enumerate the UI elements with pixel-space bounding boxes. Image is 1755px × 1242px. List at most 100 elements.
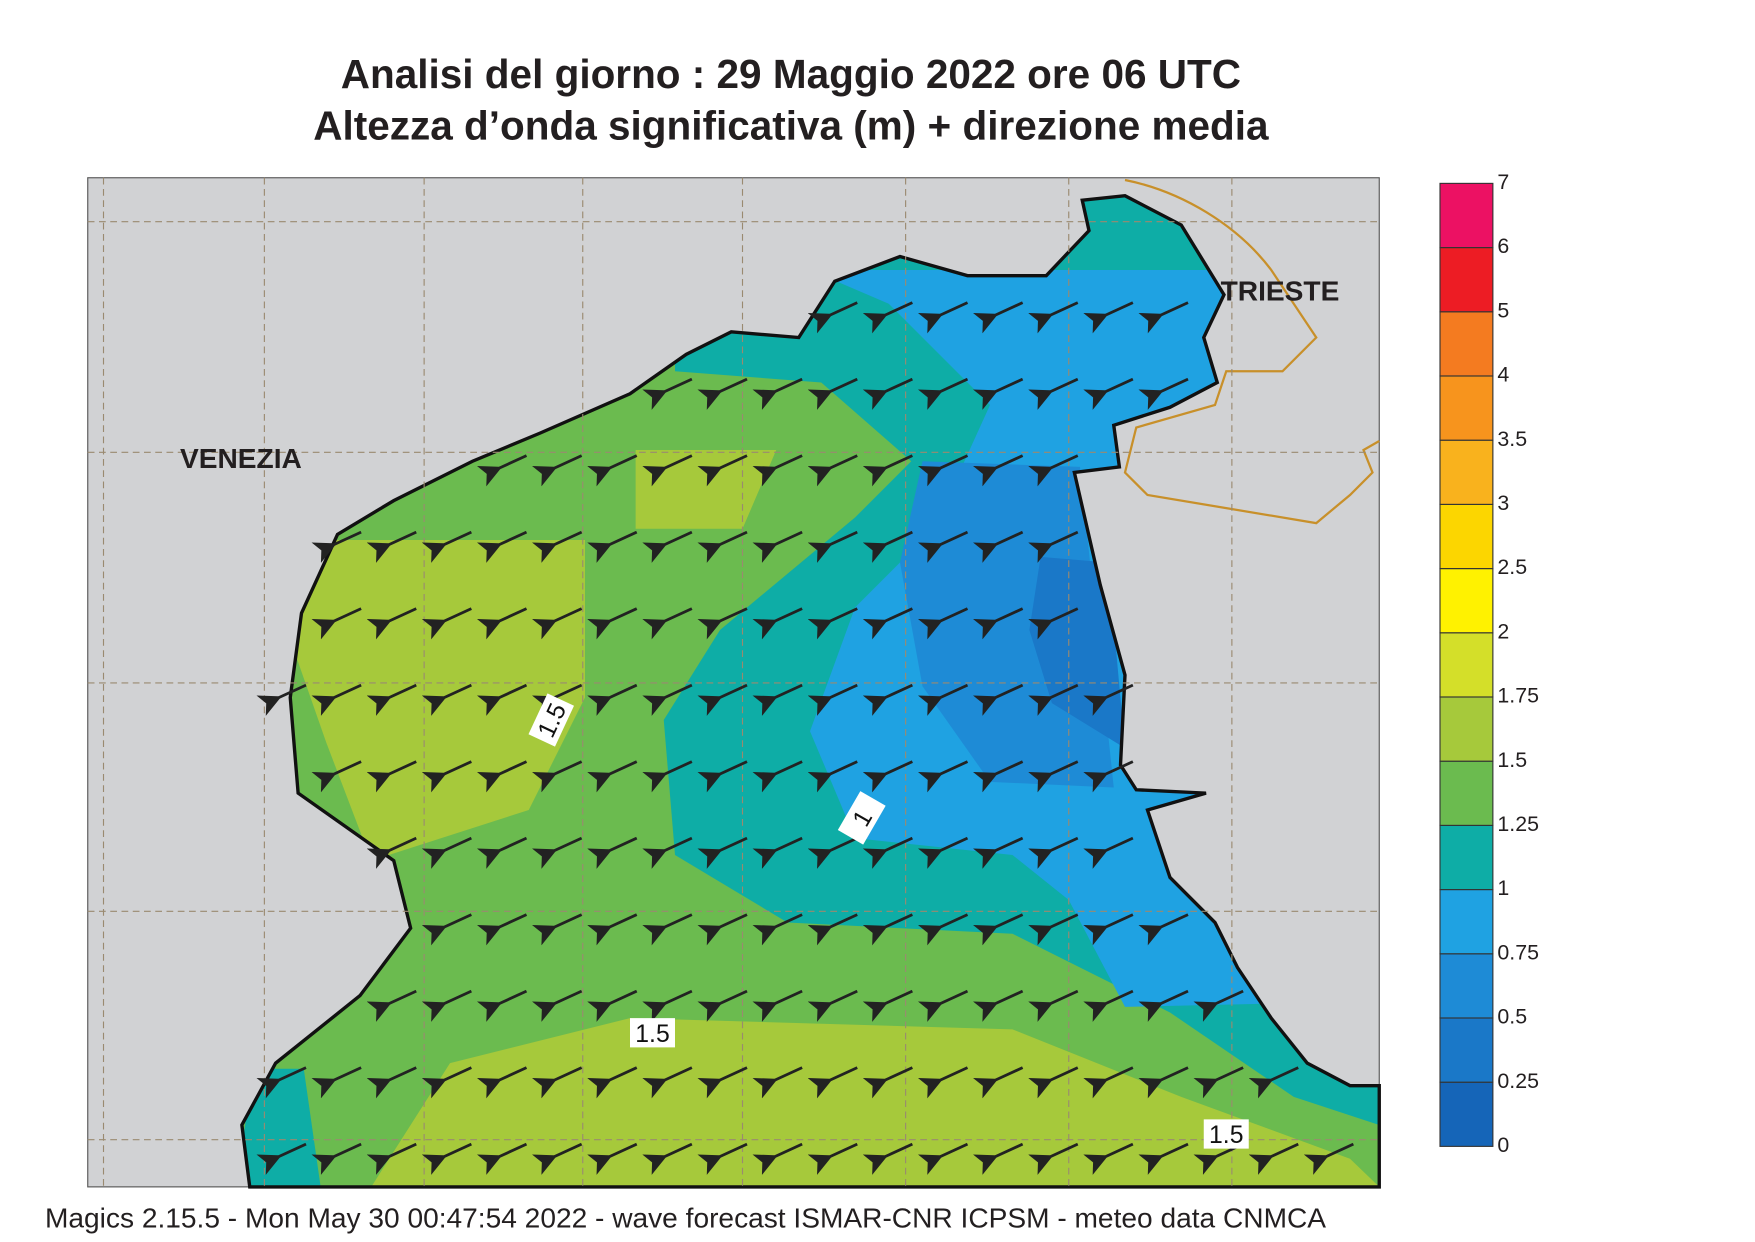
arrow <box>973 683 1024 716</box>
arrow <box>862 454 913 487</box>
arrow <box>1083 913 1134 946</box>
arrow <box>1083 760 1134 793</box>
arrow <box>476 1066 528 1099</box>
colorbar-swatch <box>1439 568 1494 634</box>
colorbar-swatch <box>1439 1081 1494 1147</box>
arrow <box>476 530 528 563</box>
contour-label-box <box>528 693 575 747</box>
arrow <box>1083 836 1134 869</box>
arrow <box>311 530 362 563</box>
arrow <box>862 913 913 946</box>
arrow <box>697 1066 748 1099</box>
subtitle: Altezza d’onda significativa (m) + direz… <box>313 103 1269 149</box>
arrow <box>752 1066 803 1099</box>
arrow <box>311 760 362 793</box>
colorbar-swatch <box>1439 632 1494 698</box>
arrow <box>421 836 472 869</box>
colorbar-label: 5 <box>1497 298 1509 322</box>
arrow <box>311 607 362 640</box>
arrow <box>1028 989 1079 1022</box>
arrow <box>532 913 583 946</box>
contour-label-box <box>837 791 886 845</box>
arrow <box>256 683 307 716</box>
arrow <box>1193 989 1244 1022</box>
arrow <box>752 454 803 487</box>
arrow <box>532 454 583 487</box>
arrow <box>1028 913 1079 946</box>
arrow <box>752 836 803 869</box>
arrow <box>1138 989 1189 1022</box>
contour-label: 1 <box>837 791 886 845</box>
wave-direction-arrows <box>256 301 1354 1175</box>
arrow <box>917 836 969 869</box>
arrow <box>532 989 583 1022</box>
arrow <box>807 760 858 793</box>
arrow <box>587 607 638 640</box>
colorbar-swatch <box>1439 696 1494 762</box>
arrow <box>752 607 803 640</box>
colorbar-label: 0.75 <box>1497 940 1539 964</box>
arrow <box>917 530 969 563</box>
arrow <box>807 454 858 487</box>
arrow <box>1138 913 1189 946</box>
arrow <box>862 530 913 563</box>
arrow <box>311 1066 362 1099</box>
arrow <box>532 1066 583 1099</box>
arrow <box>917 1066 969 1099</box>
arrow <box>917 301 969 334</box>
colorbar-label: 0.5 <box>1497 1005 1527 1029</box>
arrow <box>973 530 1024 563</box>
arrow <box>752 760 803 793</box>
arrow <box>1083 1142 1134 1175</box>
arrow <box>973 913 1024 946</box>
arrow <box>973 760 1024 793</box>
arrow <box>973 836 1024 869</box>
colorbar-label: 3 <box>1497 491 1509 515</box>
arrow <box>421 760 472 793</box>
colorbar-label: 0 <box>1497 1133 1509 1157</box>
arrow <box>1028 454 1079 487</box>
arrow <box>1028 530 1079 563</box>
place-label: TRIESTE <box>1221 275 1340 306</box>
colorbar-swatch <box>1439 311 1494 377</box>
arrow <box>697 377 748 410</box>
arrow <box>256 1066 307 1099</box>
arrow <box>587 1142 638 1175</box>
arrow <box>1028 836 1079 869</box>
contour-label-box <box>1203 1119 1249 1149</box>
arrow <box>476 989 528 1022</box>
arrow <box>421 1066 472 1099</box>
arrow <box>642 836 693 869</box>
arrow <box>697 760 748 793</box>
title: Analisi del giorno : 29 Maggio 2022 ore … <box>341 51 1241 97</box>
arrow <box>366 530 417 563</box>
arrow <box>366 989 417 1022</box>
arrow <box>973 1142 1024 1175</box>
colorbar-label: 4 <box>1497 363 1509 387</box>
arrow <box>862 1066 913 1099</box>
arrow <box>532 760 583 793</box>
arrow <box>366 607 417 640</box>
arrow <box>366 760 417 793</box>
arrow <box>752 377 803 410</box>
arrow <box>421 913 472 946</box>
colorbar-label: 0.25 <box>1497 1069 1539 1093</box>
arrow <box>752 683 803 716</box>
coastline <box>240 194 1381 1189</box>
arrow <box>917 1142 969 1175</box>
arrow <box>642 989 693 1022</box>
arrow <box>862 683 913 716</box>
arrow <box>807 989 858 1022</box>
arrow <box>421 1142 472 1175</box>
arrow <box>1083 1066 1134 1099</box>
arrow <box>1028 1066 1079 1099</box>
map: VENEZIA TRIESTE 1.511.51.5 <box>87 177 1381 1189</box>
arrow <box>366 683 417 716</box>
arrow <box>587 760 638 793</box>
arrow <box>642 1142 693 1175</box>
arrow <box>752 1142 803 1175</box>
arrow <box>1028 301 1079 334</box>
arrow <box>476 683 528 716</box>
colorbar: 0 0.25 0.5 0.75 1 1.25 1.5 1.75 2 2.5 3 3.5 4 5 6 7 <box>1439 170 1539 1157</box>
arrow <box>1248 1066 1299 1099</box>
